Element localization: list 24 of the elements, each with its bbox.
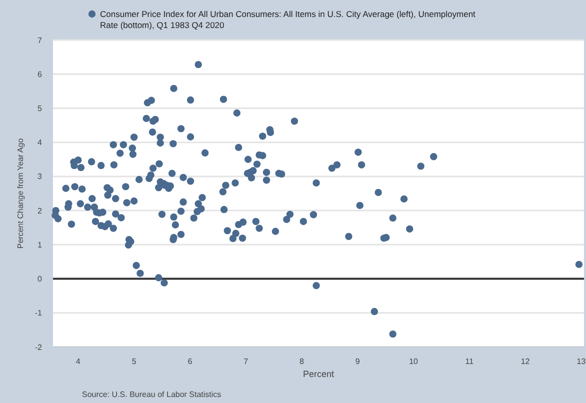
x-axis-title: Percent: [302, 369, 334, 379]
y-tick-label: 7: [38, 36, 43, 45]
y-axis-title: Percent Change from Year Ago: [16, 138, 25, 249]
x-tick-label: 11: [465, 357, 474, 366]
x-tick-label: 8: [300, 357, 305, 366]
x-tick-label: 7: [244, 357, 249, 366]
x-tick-label: 10: [409, 357, 419, 366]
y-tick-label: 2: [38, 206, 43, 216]
x-tick-label: 12: [520, 357, 530, 366]
x-tick-label: 9: [355, 357, 360, 366]
x-tick-label: 13: [576, 357, 586, 366]
legend-label: Consumer Price Index for All Urban Consumers: All Items in U.S. City Average (left), Unemployment Rate (bottom), Q1 1983 Q4 2020: [100, 9, 476, 30]
y-tick-label: -1: [34, 308, 43, 318]
x-tick-label: 4: [76, 357, 81, 366]
x-tick-label: 5: [132, 357, 137, 366]
x-tick-label: 6: [188, 357, 193, 366]
y-tick-label: 0: [38, 274, 43, 284]
y-tick-label: 5: [38, 104, 43, 114]
y-tick-label: 6: [38, 70, 43, 79]
source-note: Source: U.S. Bureau of Labor Statistics: [82, 390, 222, 399]
y-tick-label: 1: [38, 240, 43, 250]
y-tick-label: 3: [38, 172, 43, 182]
y-tick-label: 4: [38, 138, 43, 148]
y-tick-label: -2: [34, 342, 43, 352]
